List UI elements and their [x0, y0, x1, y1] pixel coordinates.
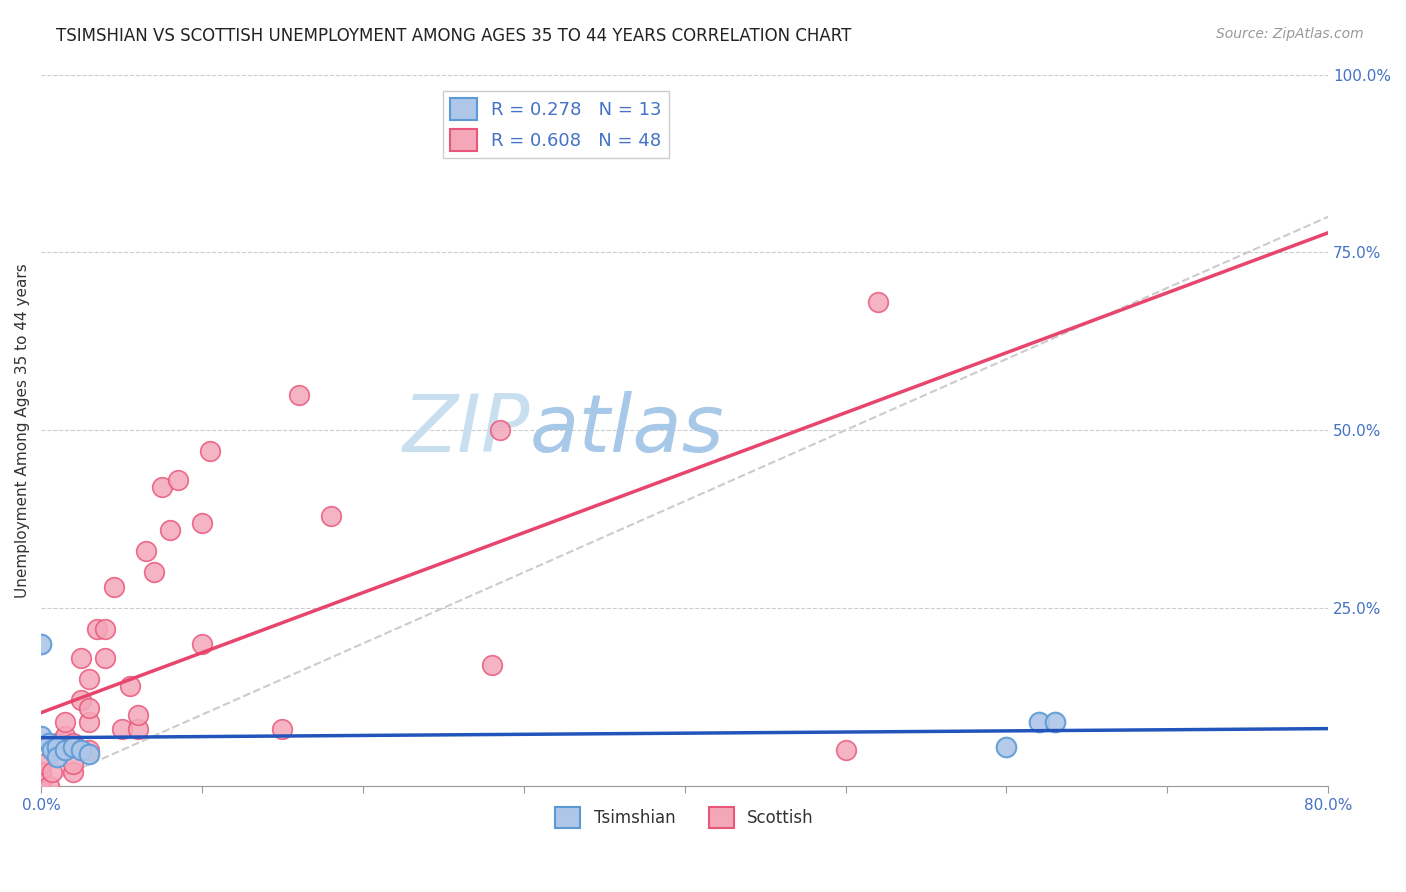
Point — [79, 743, 101, 757]
Point — [834, 743, 856, 757]
Point — [94, 623, 117, 637]
Point — [866, 295, 889, 310]
Point — [41, 743, 63, 757]
Point — [46, 743, 69, 757]
Point — [30, 779, 52, 793]
Point — [86, 623, 108, 637]
Point — [53, 743, 76, 757]
Point — [30, 729, 52, 743]
Point — [62, 764, 84, 779]
Point — [30, 764, 52, 779]
Point — [30, 764, 52, 779]
Point — [30, 779, 52, 793]
Point — [70, 650, 93, 665]
Text: atlas: atlas — [530, 392, 725, 469]
Point — [481, 657, 503, 672]
Point — [110, 722, 132, 736]
Point — [41, 764, 63, 779]
Point — [488, 423, 510, 437]
Point — [127, 722, 149, 736]
Point — [287, 387, 309, 401]
Point — [79, 700, 101, 714]
Point — [30, 779, 52, 793]
Point — [142, 566, 165, 580]
Point — [198, 444, 221, 458]
Point — [30, 636, 52, 650]
Point — [30, 772, 52, 786]
Point — [191, 516, 214, 530]
Point — [46, 736, 69, 750]
Point — [49, 736, 72, 750]
Point — [79, 672, 101, 686]
Point — [1043, 714, 1066, 729]
Point — [271, 722, 294, 736]
Point — [79, 714, 101, 729]
Point — [38, 779, 60, 793]
Point — [30, 757, 52, 772]
Point — [62, 757, 84, 772]
Point — [70, 693, 93, 707]
Point — [103, 580, 125, 594]
Point — [191, 636, 214, 650]
Text: Source: ZipAtlas.com: Source: ZipAtlas.com — [1216, 27, 1364, 41]
Point — [127, 707, 149, 722]
Text: TSIMSHIAN VS SCOTTISH UNEMPLOYMENT AMONG AGES 35 TO 44 YEARS CORRELATION CHART: TSIMSHIAN VS SCOTTISH UNEMPLOYMENT AMONG… — [56, 27, 852, 45]
Legend: Tsimshian, Scottish: Tsimshian, Scottish — [548, 801, 821, 834]
Point — [319, 508, 342, 523]
Y-axis label: Unemployment Among Ages 35 to 44 years: Unemployment Among Ages 35 to 44 years — [15, 263, 30, 598]
Point — [1028, 714, 1050, 729]
Text: ZIP: ZIP — [402, 392, 530, 469]
Point — [38, 736, 60, 750]
Point — [150, 480, 173, 494]
Point — [166, 473, 188, 487]
Point — [159, 523, 181, 537]
Point — [70, 743, 93, 757]
Point — [53, 714, 76, 729]
Point — [30, 779, 52, 793]
Point — [995, 739, 1018, 754]
Point — [118, 679, 141, 693]
Point — [94, 650, 117, 665]
Point — [46, 739, 69, 754]
Point — [79, 747, 101, 761]
Point — [135, 544, 157, 558]
Point — [62, 739, 84, 754]
Point — [30, 772, 52, 786]
Point — [62, 736, 84, 750]
Point — [53, 729, 76, 743]
Point — [46, 750, 69, 764]
